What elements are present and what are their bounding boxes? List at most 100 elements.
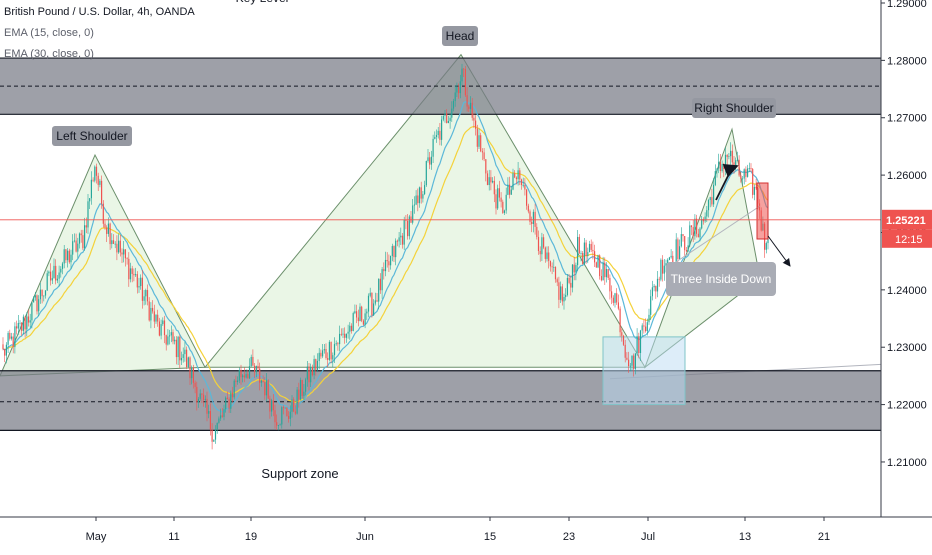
candle-body [294, 411, 296, 414]
legend-symbol[interactable]: British Pound / U.S. Dollar, 4h, OANDA [4, 6, 195, 18]
up-arrow [715, 163, 739, 201]
candle-body [272, 400, 274, 411]
candle-body [573, 264, 575, 273]
candle-body [174, 339, 176, 342]
candle-body [203, 394, 205, 400]
candle-body [458, 87, 460, 94]
candle-body [481, 151, 483, 153]
candle-body [305, 379, 307, 392]
left-shoulder-label: Left Shoulder [56, 129, 127, 143]
candle-body [728, 156, 730, 157]
candle-body [262, 380, 264, 383]
candle-body [537, 236, 540, 252]
head-label-bg [442, 26, 478, 46]
candle-body [99, 180, 101, 185]
candle-body [517, 170, 519, 180]
legend: British Pound / U.S. Dollar, 4h, OANDA E… [4, 2, 195, 65]
down-arrow [767, 235, 791, 267]
candle-body [592, 249, 594, 252]
candle-body [48, 271, 50, 274]
candle-body [211, 429, 213, 442]
candle-body [214, 429, 217, 440]
candle-body [129, 268, 132, 280]
candle-body [5, 344, 7, 356]
candle-body [575, 265, 577, 273]
candle-body [58, 272, 60, 279]
candle-body [339, 333, 341, 345]
reversal-box [602, 336, 686, 406]
candle-body [388, 261, 390, 266]
candle-body [226, 397, 228, 400]
candle-body [587, 252, 589, 257]
candle-body [549, 260, 551, 267]
candle-body [449, 117, 451, 121]
candle-body [299, 379, 302, 400]
candle-body [639, 330, 642, 354]
candle-body [415, 195, 417, 205]
candle-body [554, 266, 557, 280]
candle-body [624, 344, 626, 358]
support-zone-label: Support zone [261, 466, 338, 481]
candle-body [29, 320, 31, 323]
candle-body [396, 240, 398, 242]
candle-body [407, 220, 409, 237]
candle-body [665, 263, 667, 266]
candle-body [87, 201, 89, 228]
candle-body [218, 418, 220, 423]
candle-body [90, 179, 92, 199]
candle-body [308, 366, 310, 383]
candle-body [577, 236, 579, 266]
candle-body [197, 398, 200, 403]
candle-body [706, 210, 708, 217]
right-shoulder-label-bg [692, 98, 776, 118]
time-tick-label: May [86, 531, 107, 543]
price-tick-label: 1.28000 [887, 55, 927, 67]
candle-body [135, 274, 137, 276]
candle-body [468, 106, 470, 109]
candle-body [376, 300, 378, 302]
candle-body [459, 81, 461, 94]
candle-body [148, 301, 150, 321]
price-tick-label: 1.23000 [887, 342, 927, 354]
candle-body [288, 415, 290, 419]
candle-body [711, 197, 713, 205]
callout-pointer [675, 205, 761, 263]
candle-body [679, 246, 681, 260]
candle-body [323, 349, 325, 351]
time-tick-label: 21 [818, 531, 830, 543]
annotations: Left Shoulder Head Right Shoulder Key Level… [0, 0, 881, 481]
candle-body [252, 356, 254, 366]
candle-body [430, 156, 432, 165]
legend-ema-30[interactable]: EMA (30, close, 0) [4, 48, 94, 60]
candle-body [672, 255, 674, 264]
candle-body [109, 223, 111, 245]
candle-body [257, 366, 259, 369]
candle-body [242, 375, 244, 378]
candle-body [685, 250, 687, 252]
candle-body [571, 264, 574, 288]
candle-body [600, 276, 602, 281]
candle-body [240, 369, 242, 378]
candle-body [328, 341, 330, 360]
candle-body [322, 350, 324, 357]
price-tick-label: 1.21000 [887, 457, 927, 469]
candle-body [730, 150, 732, 157]
candle-body [497, 188, 499, 209]
candle-body [192, 368, 194, 383]
candle-body [483, 152, 485, 160]
candle-body [350, 325, 353, 332]
candle-body [298, 389, 300, 400]
candle-body [412, 205, 414, 223]
candle-body [46, 273, 48, 291]
candle-body [146, 290, 149, 302]
candle-body [143, 296, 145, 301]
legend-ema-15[interactable]: EMA (15, close, 0) [4, 27, 94, 39]
candle-body [320, 352, 322, 357]
head-label: Head [446, 29, 475, 43]
candle-body [469, 102, 472, 109]
candle-body [126, 258, 128, 260]
candle-body [175, 339, 177, 358]
last-price-value: 1.25221 [886, 215, 926, 227]
